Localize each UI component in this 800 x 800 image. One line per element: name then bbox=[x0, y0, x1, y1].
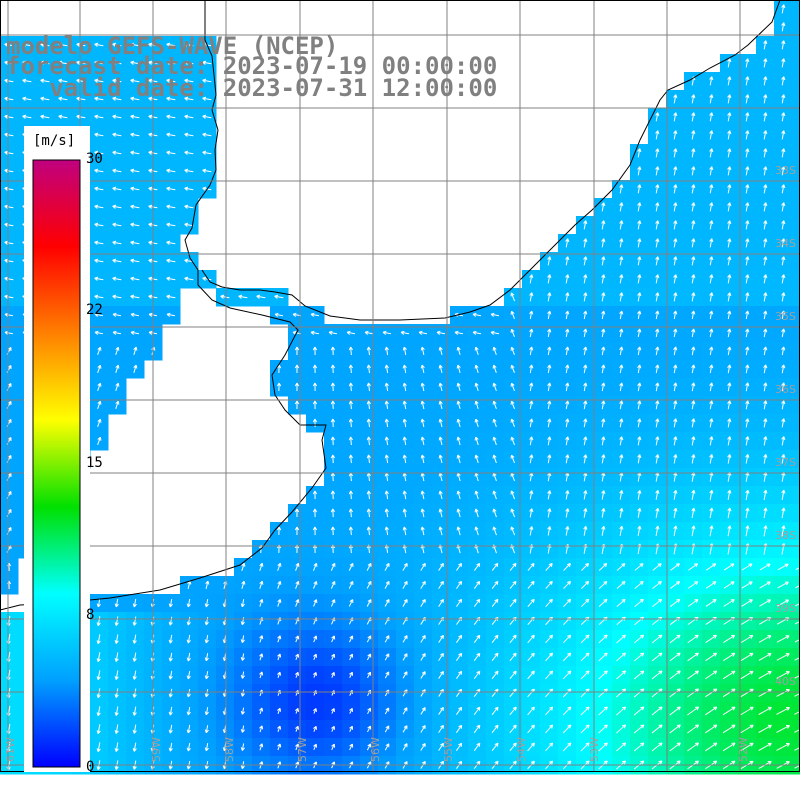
valid-date: valid date: 2023-07-31 12:00:00 bbox=[6, 74, 498, 102]
colorbar bbox=[24, 126, 90, 772]
lon-label: 57W bbox=[296, 737, 309, 762]
wind-speed-field bbox=[0, 0, 800, 775]
colorbar-tick-8: 8 bbox=[86, 607, 95, 623]
colorbar-tick-30: 30 bbox=[86, 151, 103, 167]
lat-label: 34S bbox=[775, 237, 796, 250]
colorbar-tick-0: 0 bbox=[86, 759, 95, 775]
lon-label: 58W bbox=[223, 737, 236, 762]
coastline bbox=[0, 0, 781, 611]
colorbar-tick-15: 15 bbox=[86, 455, 103, 471]
lat-label: 40S bbox=[775, 675, 796, 688]
forecast-date: forecast date: 2023-07-19 00:00:00 bbox=[6, 52, 498, 80]
colorbar-unit: [m/s] bbox=[33, 133, 76, 149]
model-title: modelo GEFS-WAVE (NCEP) bbox=[6, 32, 339, 60]
lat-label: 39S bbox=[775, 602, 796, 615]
lat-label: 36S bbox=[775, 383, 796, 396]
lat-label: 33S bbox=[775, 164, 796, 177]
lat-label: 38S bbox=[775, 529, 796, 542]
colorbar-tick-22: 22 bbox=[86, 302, 103, 318]
lon-label: 54W bbox=[515, 737, 528, 762]
lon-label: 53W bbox=[588, 737, 601, 762]
lon-label: 52W bbox=[737, 737, 750, 762]
colorbar-gradient bbox=[32, 159, 81, 768]
lat-label: 37S bbox=[775, 456, 796, 469]
lon-label: 59W bbox=[150, 737, 163, 762]
lat-label: 35S bbox=[775, 310, 796, 323]
lon-label: 61W bbox=[4, 737, 17, 762]
lon-label: 56W bbox=[369, 737, 382, 762]
lon-label: 55W bbox=[442, 737, 455, 762]
